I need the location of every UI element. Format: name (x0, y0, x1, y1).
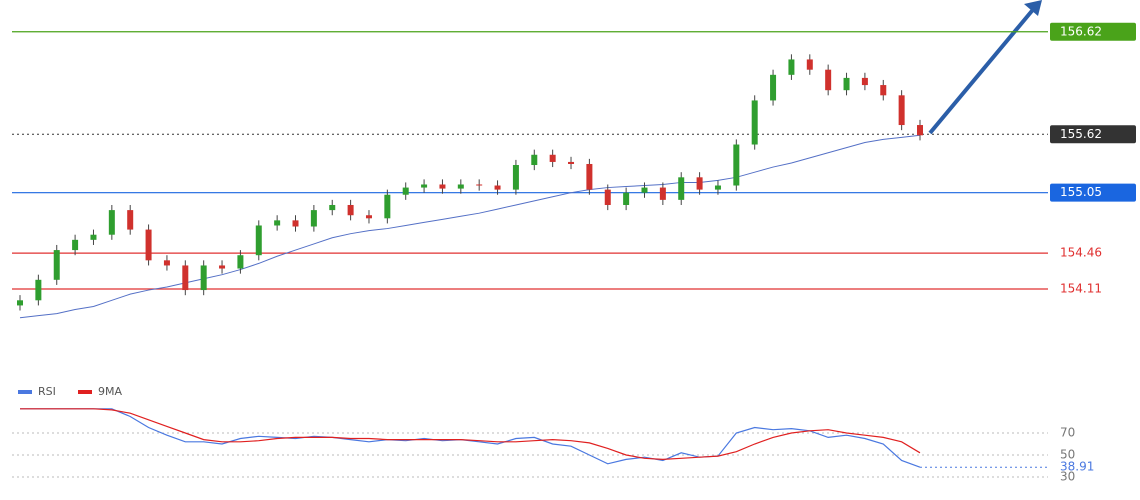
level-label-box (1050, 125, 1136, 144)
candle-body (439, 184, 446, 189)
level-label-box (1050, 183, 1136, 202)
candle-body (402, 187, 409, 195)
candle-body (604, 189, 611, 205)
candle-body (659, 187, 666, 200)
candle-body (751, 100, 758, 145)
candle-body (476, 184, 483, 186)
y-tick-label: 30 (1060, 470, 1075, 484)
candle-body (90, 234, 97, 240)
level-label: 156.62 (1060, 24, 1102, 38)
candle-body (568, 161, 575, 164)
level-label-box (1050, 22, 1136, 41)
candle-body (17, 300, 23, 306)
candle-body (880, 85, 887, 96)
candle-body (678, 177, 685, 200)
candle-body (72, 239, 79, 251)
level-label: 154.11 (1060, 282, 1102, 296)
level-label: 154.46 (1060, 246, 1102, 260)
candle-body (237, 255, 244, 269)
candle-body (512, 165, 519, 190)
candle-body (274, 220, 281, 226)
candle-body (770, 74, 777, 101)
candle-body (586, 163, 593, 190)
candle-body (531, 154, 538, 166)
last-value-label: 38.91 (1060, 460, 1094, 474)
candle-body (898, 95, 905, 126)
candle-body (843, 77, 850, 91)
candle-body (145, 229, 152, 261)
legend-label: 9MA (98, 385, 122, 398)
candle-body (163, 260, 170, 266)
candle-body (623, 192, 630, 205)
candle-body (733, 144, 740, 186)
candle-body (917, 125, 923, 136)
candle-body (127, 210, 134, 230)
candle-body (365, 215, 372, 219)
candle-body (292, 220, 299, 227)
candle-body (200, 265, 207, 291)
candle-body (494, 185, 501, 190)
legend-label: RSI (38, 385, 56, 398)
candle-body (384, 194, 391, 219)
candle-body (788, 59, 795, 75)
candle-body (641, 187, 648, 193)
candle-body (825, 69, 832, 91)
indicator-line (20, 408, 921, 468)
indicator-line (20, 408, 921, 461)
trend-arrow (928, 4, 1038, 135)
arrow-head (1024, 0, 1042, 16)
candle-body (108, 210, 115, 235)
candle-body (255, 225, 262, 256)
y-tick-label: 70 (1060, 426, 1075, 440)
level-label: 155.05 (1060, 185, 1102, 199)
candle-body (421, 184, 428, 188)
candle-body (329, 204, 336, 211)
moving-average (19, 134, 921, 319)
candle-body (35, 279, 42, 301)
candle-body (549, 154, 556, 162)
candle-body (310, 210, 317, 227)
candle-body (219, 265, 226, 269)
candle-body (53, 250, 60, 280)
candle-body (714, 185, 721, 190)
candle-body (182, 265, 189, 291)
candle-body (696, 177, 703, 190)
candle-body (806, 59, 813, 70)
y-tick-label: 50 (1060, 448, 1075, 462)
candle-body (457, 184, 464, 189)
candle-body (861, 77, 868, 86)
level-label: 155.62 (1060, 127, 1102, 141)
candle-body (347, 204, 354, 216)
